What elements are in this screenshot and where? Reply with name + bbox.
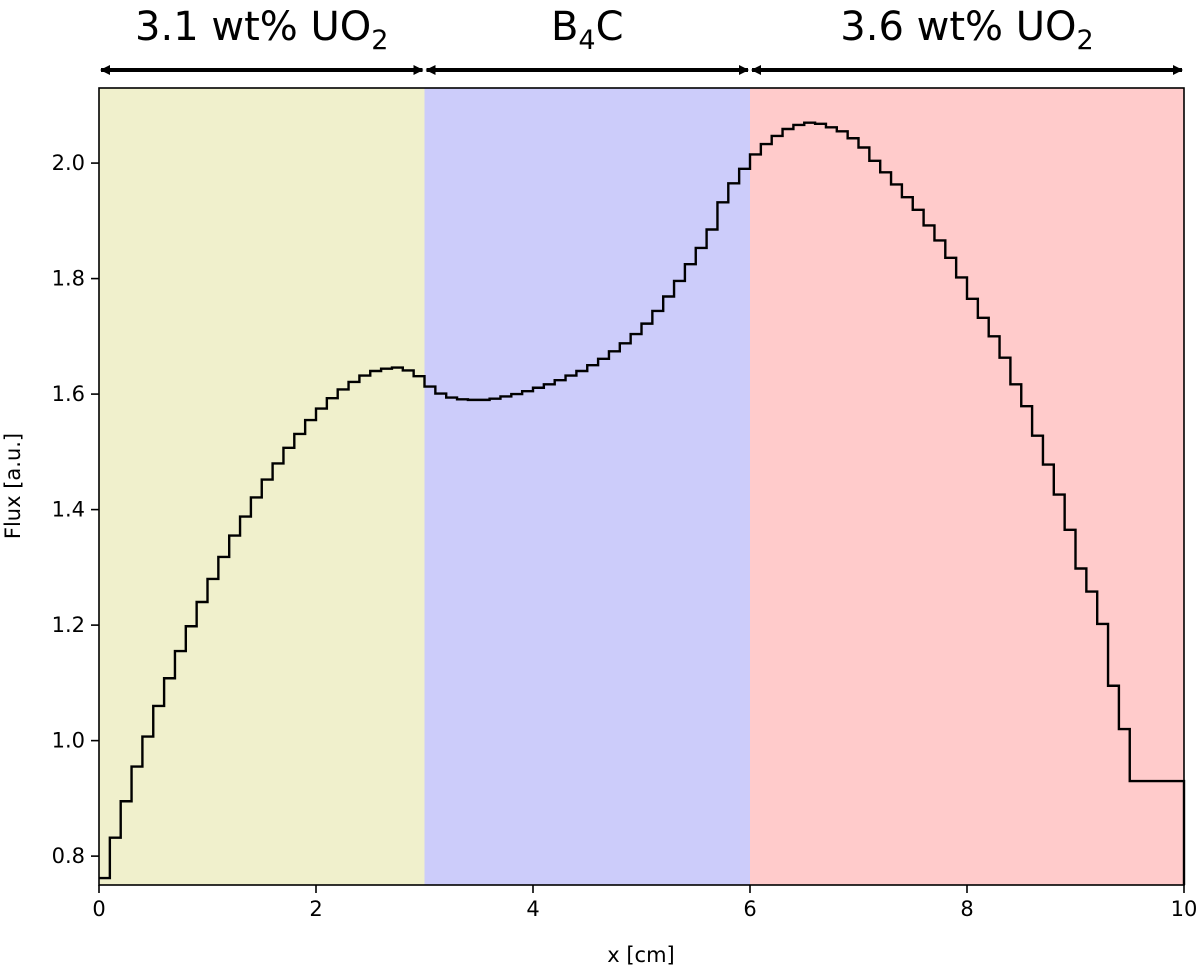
- region-label-subscript: 2: [371, 25, 388, 56]
- y-tick-label: 1.4: [52, 498, 85, 522]
- region-band-1: [424, 88, 750, 885]
- region-label-main: 3.6 wt% UO: [840, 4, 1076, 50]
- y-tick-label: 1.2: [52, 613, 85, 637]
- region-label-subscript: 2: [1077, 25, 1094, 56]
- x-tick-label: 4: [526, 897, 539, 921]
- region-label-0: 3.1 wt% UO2: [135, 4, 388, 56]
- x-tick-label: 0: [92, 897, 105, 921]
- y-axis-label: Flux [a.u.]: [1, 433, 25, 539]
- region-label-1: B4C: [551, 4, 624, 56]
- y-axis-ticks: 0.8 1.0 1.2 1.4 1.6 1.8 2.0: [52, 151, 99, 868]
- plot-frame: [98, 87, 1185, 886]
- y-tick-label: 0.8: [52, 844, 85, 868]
- region-label-main: B: [551, 4, 578, 50]
- x-axis-label: x [cm]: [607, 943, 675, 967]
- region-annotations: 3.1 wt% UO2 B4C 3.6 wt% UO2: [100, 4, 1183, 75]
- y-tick-label: 1.0: [52, 729, 85, 753]
- material-regions: [99, 88, 1184, 885]
- region-label-subscript: 4: [578, 25, 595, 56]
- x-tick-label: 10: [1171, 897, 1198, 921]
- y-tick-label: 1.6: [52, 382, 85, 406]
- flux-step-line: [99, 121, 1186, 885]
- x-tick-label: 8: [960, 897, 973, 921]
- y-tick-label: 1.8: [52, 267, 85, 291]
- region-label-2: 3.6 wt% UO2: [840, 4, 1093, 56]
- x-tick-label: 6: [743, 897, 756, 921]
- region-band-2: [750, 88, 1184, 885]
- x-tick-label: 2: [309, 897, 322, 921]
- y-tick-label: 2.0: [52, 151, 85, 175]
- region-label-main: 3.1 wt% UO: [135, 4, 371, 50]
- flux-series: [99, 121, 1186, 885]
- x-axis-ticks: 0 2 4 6 8 10: [92, 885, 1197, 921]
- region-label-tail: C: [596, 4, 624, 50]
